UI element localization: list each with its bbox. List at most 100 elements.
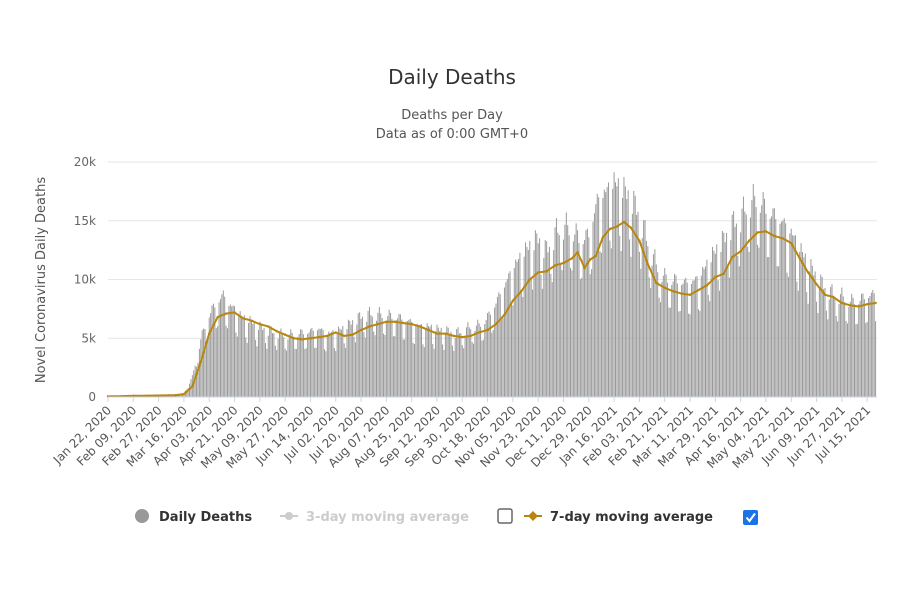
- daily-deaths-bar: [248, 322, 250, 397]
- daily-deaths-bar: [227, 328, 228, 397]
- ma7-point: [368, 325, 371, 328]
- ma7-point: [385, 320, 388, 323]
- daily-deaths-bar: [856, 323, 858, 397]
- daily-deaths-bar: [800, 243, 802, 397]
- daily-deaths-bar: [235, 332, 237, 397]
- daily-deaths-bar: [399, 314, 401, 397]
- ma7-point: [857, 305, 860, 308]
- ma7-point: [528, 278, 531, 281]
- ma7-point: [241, 317, 245, 320]
- ma7-point: [553, 264, 557, 267]
- legend-item-ma3[interactable]: 3-day moving average: [280, 510, 469, 525]
- daily-deaths-bar: [482, 339, 484, 397]
- daily-deaths-bar: [643, 220, 645, 397]
- legend-item-ma7[interactable]: 7-day moving average: [524, 510, 713, 525]
- y-tick-label: 0: [88, 390, 96, 404]
- ma7-point: [444, 332, 447, 335]
- daily-deaths-bar: [602, 198, 604, 397]
- daily-deaths-bar: [865, 323, 867, 397]
- daily-deaths-bar: [513, 268, 515, 397]
- ma7-point: [376, 322, 380, 326]
- daily-deaths-bar: [869, 296, 871, 397]
- daily-deaths-bar: [547, 252, 549, 397]
- daily-deaths-bar: [724, 242, 726, 397]
- daily-deaths-bar: [796, 281, 798, 397]
- daily-deaths-bar: [579, 279, 581, 397]
- daily-deaths-bar: [264, 343, 266, 397]
- daily-deaths-bar: [776, 266, 778, 397]
- daily-deaths-bar: [260, 323, 262, 397]
- ma7-point: [199, 360, 202, 363]
- daily-deaths-bar: [376, 320, 378, 397]
- daily-deaths-bar: [277, 338, 279, 397]
- daily-deaths-bar: [477, 319, 479, 397]
- daily-deaths-bar: [314, 347, 316, 397]
- ma7-point: [570, 257, 574, 260]
- daily-deaths-bar: [318, 328, 320, 397]
- daily-deaths-bar: [411, 321, 413, 397]
- daily-deaths-bar: [599, 251, 601, 397]
- daily-deaths-bar: [855, 324, 857, 397]
- daily-deaths-bar: [250, 319, 252, 397]
- daily-deaths-bar: [544, 240, 546, 397]
- daily-deaths-bar: [827, 319, 829, 397]
- daily-deaths-bar: [720, 252, 722, 397]
- daily-deaths-bar: [242, 317, 244, 397]
- daily-deaths-bar: [294, 348, 296, 397]
- daily-deaths-bar: [820, 274, 822, 397]
- ma7-point: [615, 225, 619, 228]
- daily-deaths-bar: [345, 347, 347, 397]
- daily-deaths-bar: [395, 320, 397, 397]
- ma7-point: [680, 292, 683, 295]
- daily-deaths-bar: [747, 246, 749, 397]
- ma7-point: [806, 271, 810, 274]
- daily-deaths-bar: [356, 324, 358, 397]
- daily-deaths-bar: [236, 336, 238, 397]
- daily-deaths-bar: [671, 285, 673, 397]
- daily-deaths-bar: [398, 313, 400, 397]
- daily-deaths-bar: [780, 221, 782, 397]
- ma7-point: [258, 322, 261, 326]
- ma7-point: [326, 334, 329, 338]
- daily-deaths-bar: [765, 213, 767, 397]
- daily-deaths-bar: [651, 265, 653, 397]
- daily-deaths-bar: [773, 208, 775, 397]
- daily-deaths-bar: [681, 285, 683, 397]
- daily-deaths-bar: [585, 230, 587, 397]
- daily-deaths-bar: [779, 223, 781, 397]
- daily-deaths-bar: [297, 336, 299, 397]
- ma7-point: [608, 227, 612, 231]
- daily-deaths-bar: [333, 347, 335, 397]
- legend-ma3-label: 3-day moving average: [306, 510, 469, 525]
- daily-deaths-bar: [809, 271, 811, 397]
- daily-deaths-bar: [501, 319, 503, 397]
- legend-item-daily-deaths[interactable]: Daily Deaths: [135, 509, 252, 525]
- daily-deaths-bar: [682, 283, 684, 397]
- daily-deaths-bar: [648, 277, 650, 397]
- daily-deaths-bar: [179, 394, 181, 397]
- daily-deaths-bar: [373, 331, 375, 397]
- daily-deaths-bar: [615, 182, 617, 397]
- daily-deaths-bar: [735, 223, 737, 397]
- daily-deaths-bar: [463, 348, 465, 397]
- daily-deaths-bar: [280, 328, 282, 397]
- ma7-point: [655, 281, 658, 285]
- daily-deaths-bar: [543, 258, 545, 397]
- daily-deaths-bar: [353, 336, 355, 397]
- daily-deaths-bar: [685, 277, 687, 397]
- daily-deaths-bar: [636, 215, 638, 397]
- daily-deaths-bar: [510, 304, 512, 397]
- daily-deaths-bar: [321, 328, 323, 397]
- ma7-checkbox[interactable]: [743, 510, 758, 525]
- ma3-checkbox[interactable]: [497, 508, 513, 524]
- daily-deaths-bar: [267, 335, 269, 397]
- ma7-point: [359, 328, 363, 332]
- legend-ma7-label: 7-day moving average: [550, 510, 713, 525]
- daily-deaths-bar: [364, 337, 366, 397]
- daily-deaths-bar: [527, 250, 529, 397]
- daily-deaths-bar: [405, 321, 407, 397]
- ma7-point: [182, 392, 186, 396]
- daily-deaths-bar: [494, 307, 496, 397]
- daily-deaths-bar: [786, 272, 788, 397]
- daily-deaths-bar: [442, 344, 444, 397]
